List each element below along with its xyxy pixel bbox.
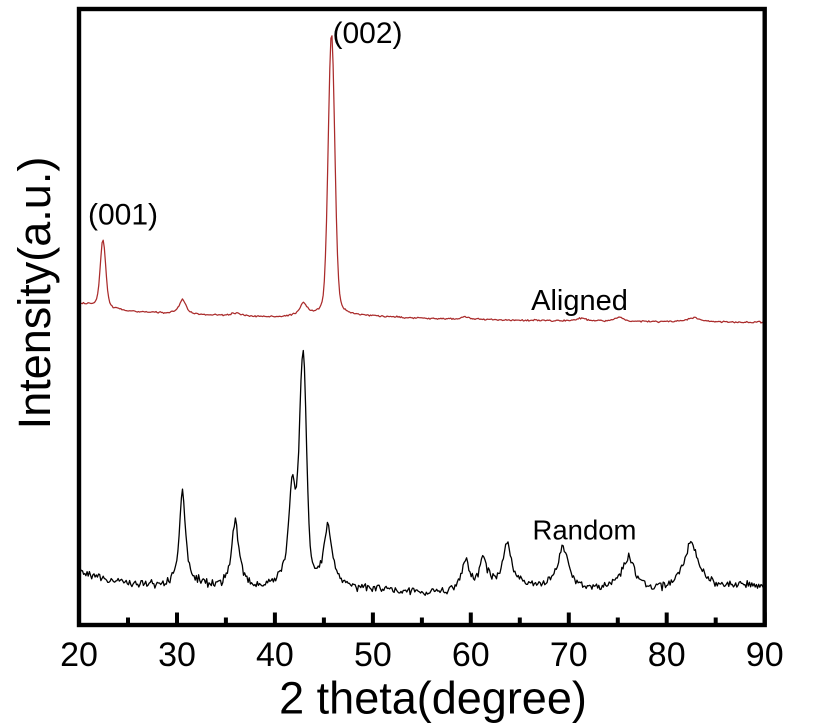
- svg-text:Random: Random: [533, 515, 637, 546]
- svg-text:70: 70: [550, 636, 588, 674]
- svg-text:30: 30: [158, 636, 196, 674]
- svg-text:80: 80: [648, 636, 686, 674]
- svg-text:(002): (002): [332, 17, 402, 50]
- svg-text:90: 90: [746, 636, 784, 674]
- svg-text:60: 60: [452, 636, 490, 674]
- svg-text:50: 50: [354, 636, 392, 674]
- svg-text:20: 20: [60, 636, 98, 674]
- svg-text:Intensity(a.u.): Intensity(a.u.): [9, 157, 60, 430]
- svg-text:40: 40: [256, 636, 294, 674]
- svg-text:Aligned: Aligned: [531, 285, 628, 317]
- svg-text:(001): (001): [88, 199, 158, 232]
- svg-text:2 theta(degree): 2 theta(degree): [279, 673, 587, 723]
